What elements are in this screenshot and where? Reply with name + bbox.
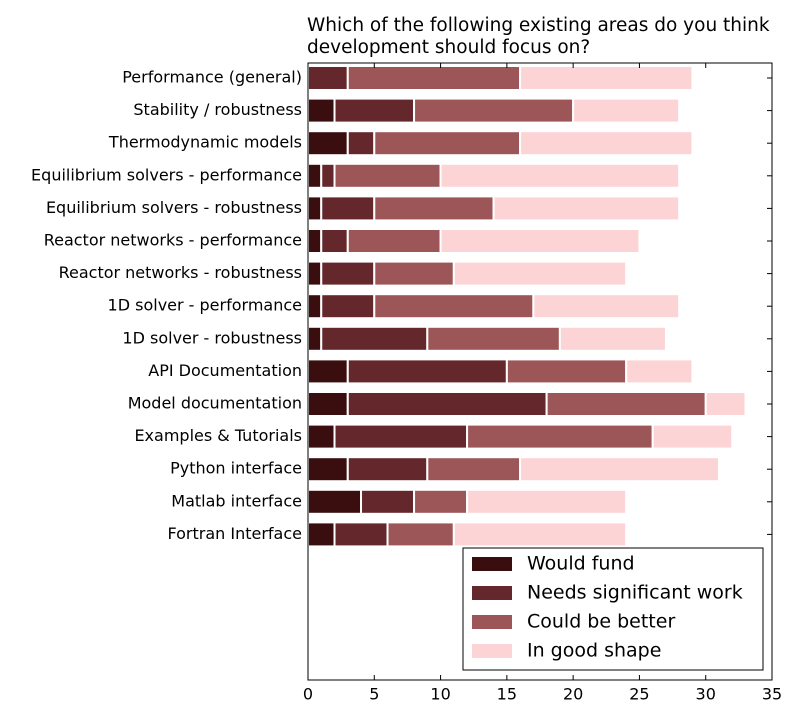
bar-segment xyxy=(307,130,349,157)
bar-segment xyxy=(346,130,376,157)
bar-segment xyxy=(373,260,455,287)
bar-segment xyxy=(307,97,336,124)
bar-segment xyxy=(320,260,376,287)
bar-segment xyxy=(413,488,469,515)
legend: Would fund Needs significant work Could be… xyxy=(462,547,764,671)
bar-segment xyxy=(651,423,734,450)
bar-segment xyxy=(545,391,707,417)
bar-segment xyxy=(519,65,694,91)
x-tick-label: 10 xyxy=(430,685,450,704)
x-tick-label: 15 xyxy=(497,685,517,704)
bar-segment xyxy=(625,358,694,385)
bar-segment xyxy=(346,391,548,417)
bar-segment xyxy=(307,488,363,515)
x-tick-label: 30 xyxy=(696,685,716,704)
x-tick-label: 25 xyxy=(629,685,649,704)
legend-label: Could be better xyxy=(527,611,675,633)
bar-segment xyxy=(320,325,429,352)
bar-segment xyxy=(307,293,323,320)
bar-segment xyxy=(505,358,628,385)
bar-segment xyxy=(360,488,416,515)
bar-segment xyxy=(307,325,323,352)
y-tick-label: 1D solver - performance xyxy=(108,296,302,315)
bar-segment xyxy=(307,358,349,385)
x-tick-label: 0 xyxy=(303,685,313,704)
bar-segment xyxy=(320,195,376,222)
bar-segment xyxy=(413,97,575,124)
y-tick-label: API Documentation xyxy=(148,361,302,380)
y-tick-label: Matlab interface xyxy=(171,491,302,510)
bar-segment xyxy=(307,162,323,189)
legend-box xyxy=(462,547,764,671)
bar-segment xyxy=(519,130,694,157)
bar-segment xyxy=(307,195,323,222)
y-tick-label: Equilibrium solvers - robustness xyxy=(46,198,302,217)
bar-segment xyxy=(558,325,667,352)
legend-swatch xyxy=(472,615,512,629)
bar-segment xyxy=(346,65,522,91)
bar-segment xyxy=(307,456,349,483)
bar-segment xyxy=(386,521,455,548)
bar-segment xyxy=(320,228,349,254)
bar-segment xyxy=(307,260,323,287)
bar-segment xyxy=(426,325,561,352)
bar-segment xyxy=(492,195,681,222)
bar-segment xyxy=(346,358,508,385)
bar-segment xyxy=(452,260,628,287)
y-tick-label: 1D solver - robustness xyxy=(122,328,302,347)
bar-segment xyxy=(439,228,641,254)
bar-segment xyxy=(333,521,389,548)
bar-segment xyxy=(333,97,416,124)
legend-label: Would fund xyxy=(527,553,635,575)
bar-segment xyxy=(307,423,336,450)
bar-segment xyxy=(346,456,429,483)
bar-segment xyxy=(466,423,654,450)
chart-title: Which of the following existing areas do… xyxy=(307,15,770,58)
bar-segment xyxy=(333,423,469,450)
bar-segment xyxy=(373,293,535,320)
y-tick-label: Examples & Tutorials xyxy=(134,426,302,445)
bar-segment xyxy=(307,228,323,254)
y-tick-label: Equilibrium solvers - performance xyxy=(31,165,302,184)
bar-segment xyxy=(426,456,522,483)
legend-swatch xyxy=(472,644,512,658)
y-tick-label: Reactor networks - performance xyxy=(44,231,302,250)
bar-segment xyxy=(452,521,628,548)
y-tick-label: Python interface xyxy=(170,459,302,478)
bar-segment xyxy=(307,391,349,417)
bar-segment xyxy=(346,228,442,254)
bar-segment xyxy=(307,521,336,548)
legend-swatch xyxy=(472,586,512,600)
y-tick-label: Thermodynamic models xyxy=(108,133,302,152)
x-tick-label: 5 xyxy=(369,685,379,704)
legend-label: Needs significant work xyxy=(527,582,743,604)
bar-segment xyxy=(532,293,681,320)
bar-segment xyxy=(373,130,522,157)
bar-segment xyxy=(704,391,747,417)
bar-segment xyxy=(320,162,336,189)
bar-segment xyxy=(519,456,720,483)
bar-segment xyxy=(307,65,349,91)
y-tick-label: Stability / robustness xyxy=(133,100,302,119)
y-tick-label: Fortran Interface xyxy=(167,524,302,543)
bar-segment xyxy=(333,162,442,189)
legend-swatch xyxy=(472,557,512,571)
y-tick-label: Reactor networks - robustness xyxy=(59,263,302,282)
bar-segment xyxy=(373,195,495,222)
y-tick-label: Performance (general) xyxy=(122,68,302,87)
bar-segment xyxy=(439,162,681,189)
bar-segment xyxy=(572,97,681,124)
bar-segment xyxy=(466,488,628,515)
bar-segment xyxy=(320,293,376,320)
y-tick-label: Model documentation xyxy=(128,394,302,413)
legend-label: In good shape xyxy=(527,640,661,662)
x-tick-label: 35 xyxy=(762,685,782,704)
x-tick-label: 20 xyxy=(563,685,583,704)
plot-frame xyxy=(307,62,773,681)
